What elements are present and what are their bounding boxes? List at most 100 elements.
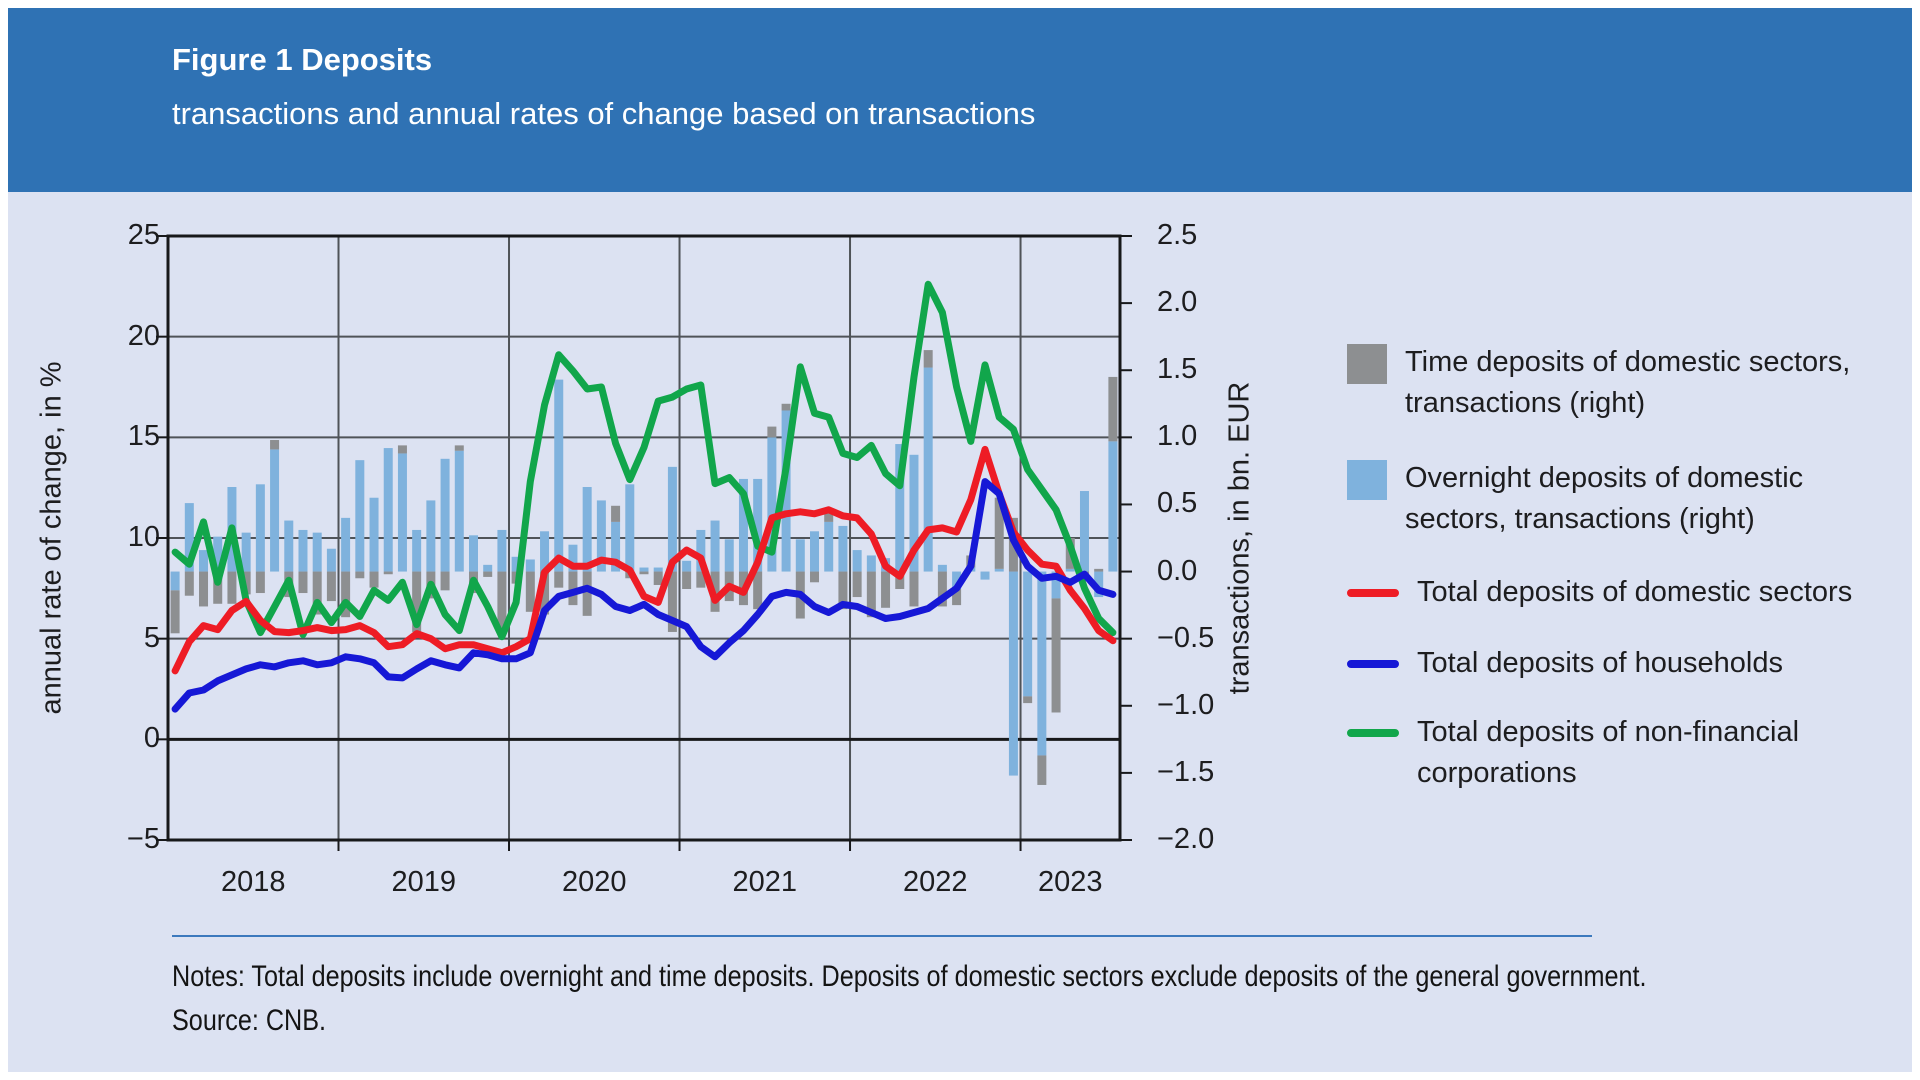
legend-label-line: sectors, transactions (right) xyxy=(1405,503,1755,535)
bar-overnight xyxy=(511,556,521,572)
legend-label-line: Overnight deposits of domestic xyxy=(1405,462,1804,494)
right-axis-tick-label: 0.0 xyxy=(1157,554,1198,587)
bar-overnight xyxy=(724,539,734,572)
legend-item-3: Total deposits of households xyxy=(1347,643,1887,684)
bar-time xyxy=(639,571,649,575)
right-axis-tick-label: −0.5 xyxy=(1157,621,1215,654)
bar-overnight xyxy=(852,550,862,572)
legend-swatch-line-icon xyxy=(1347,660,1399,668)
legend-label: Time deposits of domestic sectors, transa… xyxy=(1405,342,1850,424)
bar-time xyxy=(270,440,280,450)
bar-overnight xyxy=(483,564,493,572)
bar-overnight xyxy=(1023,571,1033,697)
bar-time xyxy=(355,571,365,579)
bar-overnight xyxy=(497,529,507,572)
bar-overnight xyxy=(1094,571,1104,598)
bar-overnight xyxy=(795,539,805,572)
legend-label-line: corporations xyxy=(1417,757,1577,789)
left-axis-tick-label: 5 xyxy=(143,621,160,654)
bar-overnight xyxy=(596,500,606,572)
bar-time xyxy=(1023,696,1033,704)
bar-overnight xyxy=(1037,571,1047,756)
bar-time xyxy=(454,445,464,451)
legend-item-4: Total deposits of non-financial corporati… xyxy=(1347,712,1887,794)
bar-time xyxy=(582,571,592,616)
right-axis-tick-label: 2.5 xyxy=(1157,219,1198,251)
bar-time xyxy=(483,571,493,577)
bar-overnight xyxy=(810,531,820,572)
bar-time xyxy=(184,571,194,596)
bar-overnight xyxy=(341,517,351,572)
bar-time xyxy=(824,512,834,522)
bar-overnight xyxy=(213,536,223,572)
right-axis-tick-label: 1.5 xyxy=(1157,353,1198,386)
bar-time xyxy=(298,571,308,594)
bar-time xyxy=(838,571,848,610)
right-axis-tick-label: 2.0 xyxy=(1157,286,1198,319)
bar-time xyxy=(1051,598,1061,713)
bar-time xyxy=(866,571,876,618)
bar-time xyxy=(341,571,351,618)
bar-overnight xyxy=(824,521,834,572)
bar-overnight xyxy=(199,550,209,572)
bar-time xyxy=(767,426,777,438)
bar-time xyxy=(682,571,692,590)
bar-overnight xyxy=(468,535,478,572)
bar-overnight xyxy=(781,410,791,572)
bar-time xyxy=(810,571,820,583)
bar-overnight xyxy=(554,379,564,572)
plot-border xyxy=(166,234,1122,842)
year-label-2021: 2021 xyxy=(732,866,798,898)
bar-time xyxy=(895,571,905,590)
bar-overnight xyxy=(355,460,365,572)
bar-overnight xyxy=(582,486,592,572)
legend-label-line: transactions (right) xyxy=(1405,387,1646,419)
series-line-line_red xyxy=(171,445,1117,675)
bar-overnight xyxy=(1108,441,1118,572)
bar-overnight xyxy=(184,503,194,572)
series-line-line_blue xyxy=(171,478,1117,713)
notes-separator-line xyxy=(172,935,1592,937)
bar-overnight xyxy=(397,453,407,572)
bar-overnight xyxy=(426,500,436,572)
legend-label-line: Total deposits of non-financial xyxy=(1417,716,1800,748)
chart-canvas xyxy=(156,234,1132,851)
bar-overnight xyxy=(241,532,251,572)
bar-overnight xyxy=(710,520,720,572)
bar-overnight xyxy=(540,531,550,572)
year-label-2020: 2020 xyxy=(562,866,627,898)
legend-label: Total deposits of domestic sectors xyxy=(1417,572,1852,613)
bar-overnight xyxy=(696,529,706,572)
bar-overnight xyxy=(838,525,848,572)
legend-label: Total deposits of non-financial corporati… xyxy=(1417,712,1799,794)
bar-time xyxy=(540,571,550,615)
notes-block: Notes: Total deposits include overnight … xyxy=(172,955,1920,1043)
bar-overnight xyxy=(454,450,464,572)
bar-time xyxy=(227,571,237,604)
left-axis-tick-label: 10 xyxy=(127,521,160,553)
figure-subtitle: transactions and annual rates of change … xyxy=(172,96,1036,131)
legend-label: Total deposits of households xyxy=(1417,643,1783,684)
bar-time xyxy=(383,571,393,575)
bar-overnight xyxy=(1008,571,1018,776)
bar-time xyxy=(525,571,535,612)
bar-overnight xyxy=(1051,571,1061,599)
left-axis-title: annual rate of change, in % xyxy=(35,361,68,715)
legend-label-line: Total deposits of domestic sectors xyxy=(1417,576,1853,608)
figure-panel: Figure 1 Deposits transactions and annua… xyxy=(8,8,1912,1072)
bar-time xyxy=(667,571,677,632)
bar-overnight xyxy=(639,567,649,572)
bar-time xyxy=(397,445,407,454)
bar-overnight xyxy=(326,548,336,572)
bar-overnight xyxy=(1079,491,1089,572)
bar-overnight xyxy=(412,529,422,572)
right-axis-title: transactions, in bn. EUR xyxy=(1223,381,1256,695)
bar-time xyxy=(213,571,223,604)
bar-overnight xyxy=(753,478,763,572)
bar-overnight xyxy=(994,568,1004,572)
bar-overnight xyxy=(1065,568,1075,572)
plot-area xyxy=(156,234,1132,851)
bar-overnight xyxy=(440,458,450,572)
bar-time xyxy=(1037,755,1047,785)
notes-text: Notes: Total deposits include overnight … xyxy=(172,960,1647,993)
